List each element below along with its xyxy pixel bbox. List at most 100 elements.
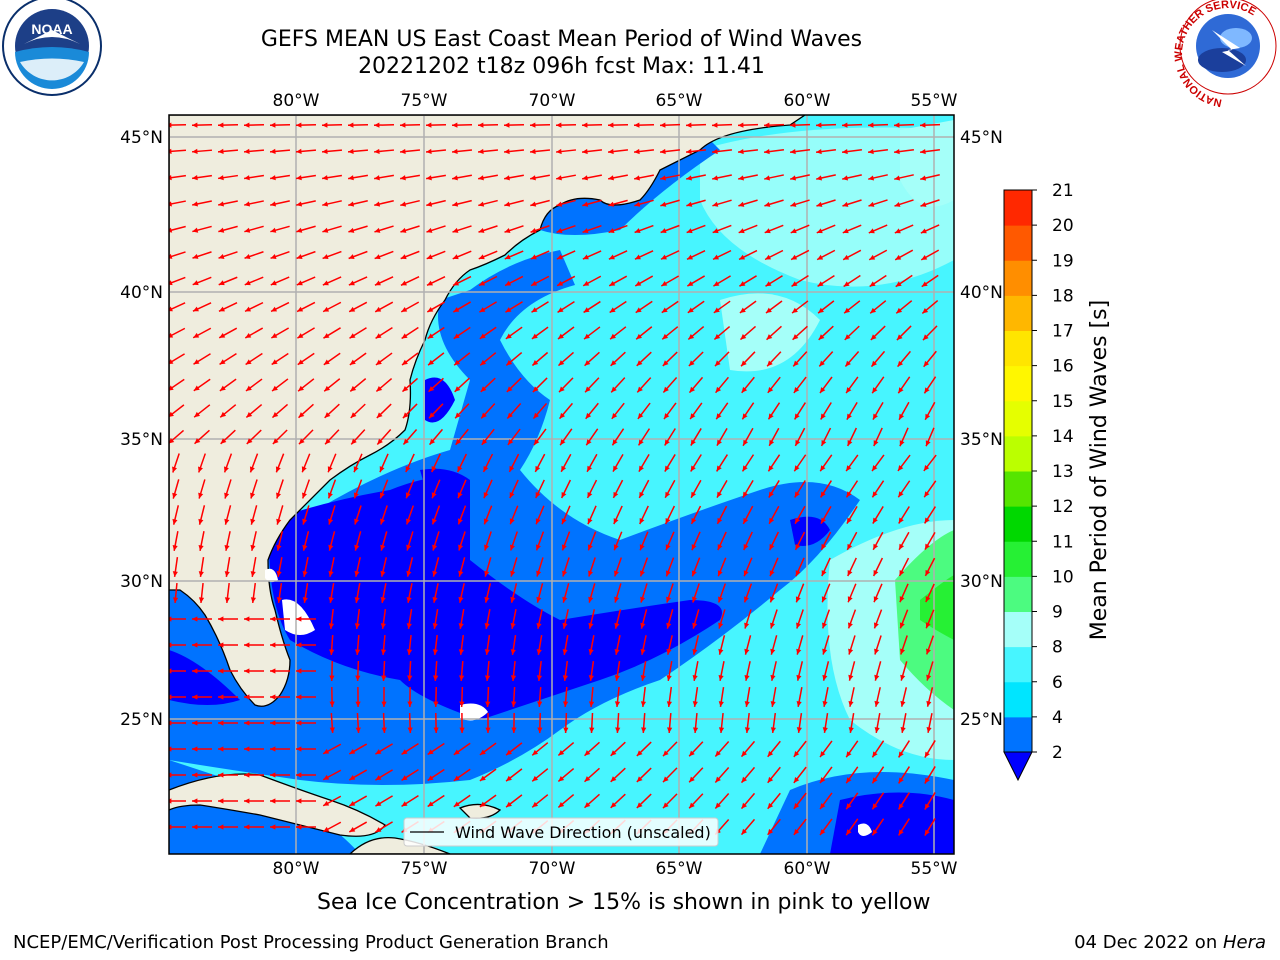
wind-arrow — [716, 505, 728, 525]
wind-arrow — [685, 122, 707, 128]
wind-arrow — [198, 479, 206, 499]
wind-arrow — [692, 583, 700, 603]
wind-arrow — [562, 583, 570, 603]
wind-arrow — [714, 741, 730, 757]
wind-arrow — [329, 712, 335, 734]
wind-arrow — [664, 428, 676, 446]
wind-arrow — [822, 713, 829, 733]
wind-arrow — [269, 122, 291, 128]
colorbar-tick-label: 2 — [1052, 743, 1063, 763]
colorbar-tick-label: 13 — [1052, 462, 1074, 482]
wind-arrow — [218, 200, 238, 207]
wind-arrow — [845, 818, 859, 836]
wind-arrow — [270, 772, 290, 778]
wind-arrow — [555, 148, 577, 155]
wind-arrow — [660, 224, 680, 234]
wind-arrow — [218, 720, 238, 726]
wind-arrow — [609, 300, 627, 314]
colorbar-bin — [1004, 190, 1032, 226]
wind-arrow — [401, 743, 419, 755]
wind-arrow — [270, 694, 290, 700]
wind-arrow — [479, 794, 497, 808]
wind-arrow — [716, 479, 728, 499]
wind-arrow — [375, 352, 393, 366]
wind-arrow — [561, 531, 571, 551]
wind-arrow — [634, 174, 654, 181]
wind-arrow — [763, 148, 785, 155]
colorbar: 2 4 6 8 9 10 11 12 13 14 15 16 17 18 19 20 21 — [1003, 181, 1074, 782]
wind-arrow — [744, 635, 752, 655]
wind-arrow — [249, 453, 259, 473]
wind-arrow — [587, 505, 597, 525]
wind-arrow — [563, 712, 569, 734]
wind-arrow — [922, 325, 938, 341]
colorbar-bin — [1004, 716, 1032, 753]
wind-arrow — [329, 686, 335, 708]
lat-tick-label: 35°N — [120, 430, 163, 450]
wind-arrow — [872, 557, 884, 577]
wind-arrow — [895, 300, 913, 314]
wind-arrow — [322, 276, 342, 286]
wind-arrow — [172, 479, 180, 499]
wind-arrow — [585, 402, 599, 420]
wind-arrow — [792, 325, 808, 341]
wind-arrow — [374, 225, 394, 233]
wind-arrow — [791, 275, 809, 287]
wind-arrow — [172, 582, 179, 604]
wind-arrow — [505, 301, 523, 313]
wind-arrow — [925, 583, 935, 603]
wind-arrow — [302, 557, 309, 577]
wind-arrow — [400, 276, 420, 286]
wind-arrow — [923, 506, 937, 524]
wind-arrow — [433, 712, 439, 734]
nws-logo-icon: NATIONAL WEATHER SERVICE — [1173, 0, 1277, 109]
wind-arrow — [636, 793, 652, 809]
wind-arrow — [640, 661, 647, 681]
wind-arrow — [457, 505, 467, 525]
lon-tick-label: 55°W — [911, 91, 958, 111]
wind-arrow — [767, 740, 781, 758]
wind-arrow — [456, 453, 468, 473]
wind-arrow — [770, 661, 777, 681]
wind-arrow — [713, 275, 731, 287]
colorbar-tick-label: 9 — [1052, 603, 1063, 623]
lon-tick-label: 75°W — [401, 91, 448, 111]
wind-arrow — [406, 609, 413, 629]
wind-arrow — [665, 557, 675, 577]
wind-arrow — [740, 766, 756, 784]
wind-arrow — [191, 148, 213, 154]
wind-arrow — [659, 148, 681, 155]
wind-arrow — [192, 824, 212, 830]
wind-arrow — [192, 251, 212, 259]
wind-arrow — [741, 454, 755, 472]
wind-arrow — [328, 531, 336, 551]
wind-arrow — [843, 300, 861, 314]
wind-arrow — [607, 148, 629, 155]
wind-arrow — [349, 352, 367, 366]
wind-arrow — [897, 792, 911, 810]
wind-arrow — [244, 694, 264, 700]
wind-arrow — [921, 300, 939, 314]
wind-arrow — [638, 479, 650, 499]
wind-arrow — [588, 609, 596, 629]
wind-arrow — [872, 401, 884, 421]
wind-arrow — [218, 798, 238, 804]
wind-arrow — [458, 531, 466, 551]
wind-arrow — [871, 766, 885, 784]
wind-arrow — [610, 767, 626, 783]
wind-arrow — [613, 557, 623, 577]
wind-arrow — [920, 249, 940, 261]
wind-arrow — [790, 224, 810, 234]
wind-arrow — [739, 325, 757, 341]
wind-arrow — [897, 454, 911, 472]
wind-arrow — [765, 300, 783, 314]
wind-arrow — [433, 686, 439, 708]
wind-arrow — [738, 249, 758, 261]
wind-arrow — [822, 687, 829, 707]
wind-arrow — [925, 609, 935, 629]
wind-arrow — [738, 174, 758, 181]
wind-arrow — [662, 793, 678, 809]
wind-arrow — [640, 635, 647, 655]
wind-arrow — [842, 224, 862, 234]
colorbar-tick-label: 15 — [1052, 392, 1074, 412]
